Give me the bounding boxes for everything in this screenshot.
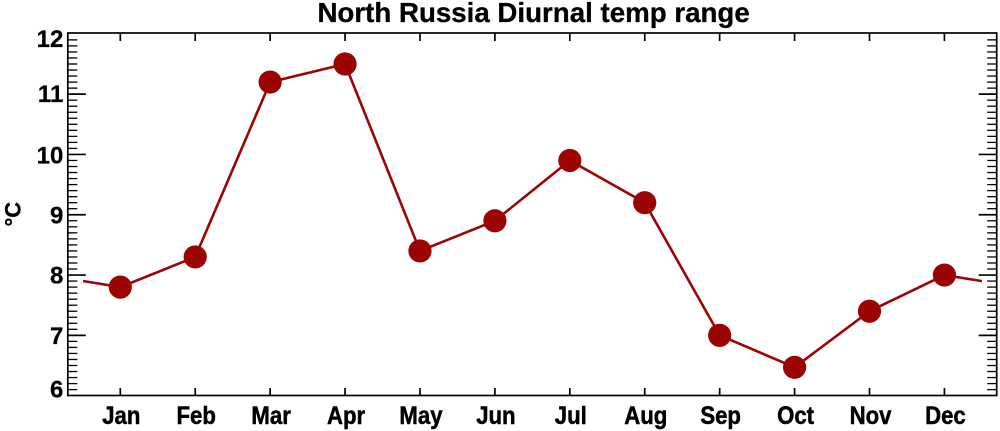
svg-text:Mar: Mar: [251, 402, 291, 430]
svg-text:Oct: Oct: [777, 402, 814, 430]
svg-text:Jun: Jun: [476, 402, 515, 430]
svg-text:8: 8: [50, 263, 63, 290]
svg-text:12: 12: [37, 26, 64, 53]
svg-text:May: May: [399, 402, 442, 430]
svg-text:11: 11: [38, 81, 63, 108]
svg-text:Aug: Aug: [624, 402, 667, 430]
svg-text:Dec: Dec: [925, 402, 966, 430]
svg-text:Jan: Jan: [102, 402, 140, 430]
svg-text:°C: °C: [0, 202, 25, 227]
svg-text:Nov: Nov: [850, 402, 892, 430]
svg-text:Apr: Apr: [327, 402, 365, 430]
svg-text:6: 6: [50, 377, 63, 404]
svg-text:Feb: Feb: [177, 402, 216, 430]
svg-text:North Russia Diurnal temp rang: North Russia Diurnal temp range: [317, 0, 749, 28]
svg-text:10: 10: [37, 142, 64, 169]
svg-text:7: 7: [50, 323, 63, 350]
svg-text:Jul: Jul: [555, 402, 587, 430]
svg-text:Sep: Sep: [700, 402, 741, 430]
svg-text:9: 9: [50, 203, 63, 230]
